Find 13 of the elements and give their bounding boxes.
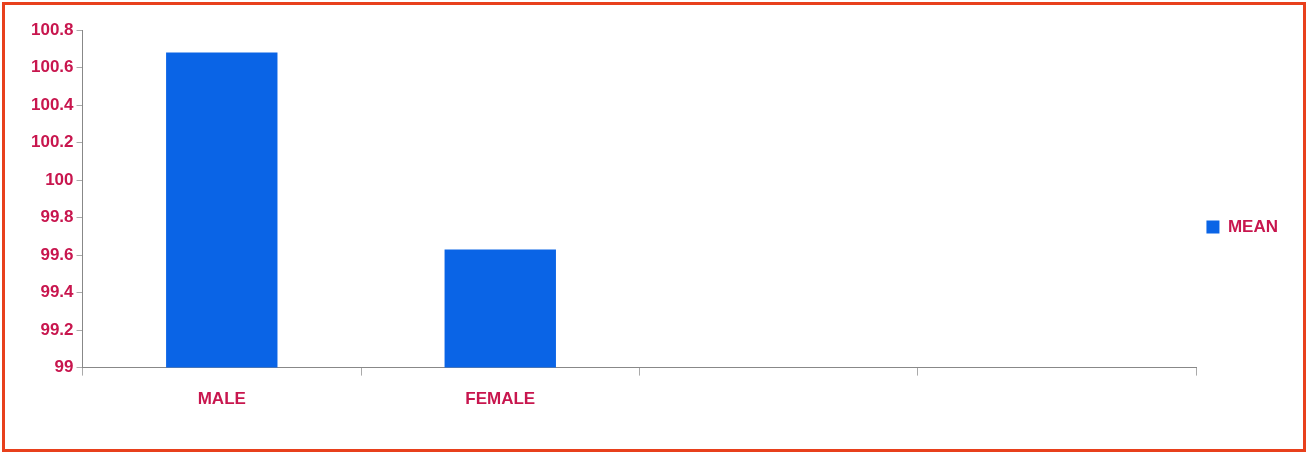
y-tick-label: 100.4 (30, 94, 75, 114)
y-tick-label: 99.6 (40, 244, 74, 264)
y-tick-label: 100.2 (30, 132, 74, 152)
y-tick-label: 99.8 (40, 207, 74, 227)
x-tick-label: FEMALE (465, 389, 536, 409)
y-tick-label: 99.2 (40, 319, 74, 339)
y-tick-label: 100.8 (30, 19, 74, 39)
y-tick-label: 99.4 (40, 282, 75, 302)
y-tick-label: 100 (45, 169, 74, 189)
y-tick-label: 100.6 (30, 57, 74, 77)
x-tick-label: MALE (197, 389, 246, 409)
legend-label: MEAN (1227, 216, 1279, 236)
y-tick-label: 99 (54, 357, 74, 377)
